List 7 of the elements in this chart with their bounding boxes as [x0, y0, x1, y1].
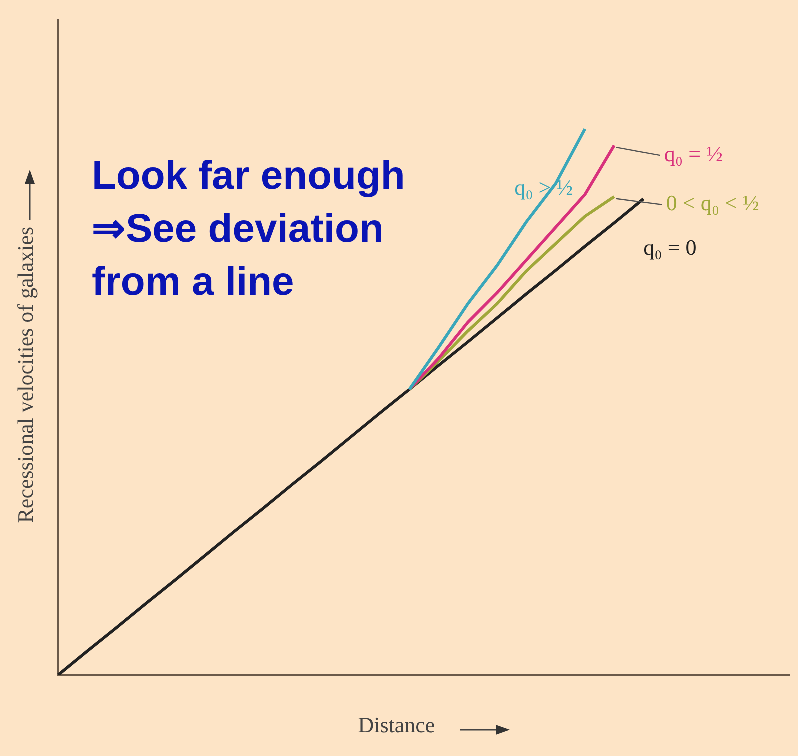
series-label: q₀ = 0 — [644, 234, 697, 260]
y-axis-title: Recessional velocities of galaxies — [12, 172, 38, 524]
text: 0 < q₀ < ½ — [666, 190, 760, 216]
x-axis-title: Distance — [358, 712, 490, 738]
series-label: q₀ > ½ — [514, 174, 574, 200]
text: q₀ = ½ — [664, 141, 723, 166]
annotation: Look far enough ⇒See deviation from a line — [92, 153, 406, 306]
